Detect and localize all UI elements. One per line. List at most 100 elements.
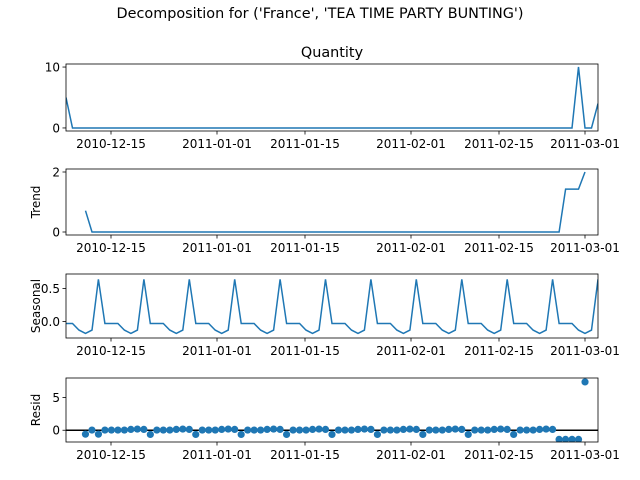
resid-point: [510, 430, 518, 439]
x-tick-label: 2011-01-15: [270, 448, 340, 462]
x-tick-label: 2011-02-01: [376, 448, 446, 462]
resid-point: [107, 426, 116, 434]
resid-point: [302, 426, 310, 434]
resid-point: [425, 426, 433, 434]
resid-point: [354, 425, 362, 433]
x-tick-label: 2011-02-15: [464, 344, 534, 358]
x-tick-label: 2011-03-01: [550, 137, 620, 151]
plot-area: [66, 378, 598, 442]
figure-title: Decomposition for ('France', 'TEA TIME P…: [116, 6, 524, 22]
resid-point: [140, 425, 148, 433]
resid-point: [120, 426, 128, 434]
resid-point: [282, 430, 291, 439]
resid-point: [146, 430, 154, 439]
x-tick-label: 2010-12-15: [76, 344, 146, 358]
panel-1: 2010-12-15 2011-01-01 2011-01-15 2011-02-01…: [45, 45, 620, 151]
x-tick-label: 2011-01-01: [182, 448, 252, 462]
resid-point: [315, 425, 323, 433]
x-tick-label: 2011-02-15: [464, 448, 534, 462]
x-tick-label: 2011-03-01: [550, 241, 620, 255]
resid-point: [237, 430, 245, 439]
resid-point: [289, 426, 297, 434]
resid-point: [419, 430, 427, 439]
panel-2: 2010-12-15 2011-01-01 2011-01-15 2011-02-01…: [29, 166, 620, 256]
resid-point: [477, 426, 485, 434]
x-tick-label: 2011-03-01: [550, 344, 620, 358]
x-tick-label: 2011-01-15: [270, 241, 340, 255]
resid-point: [380, 426, 388, 434]
resid-point: [153, 426, 161, 434]
series-line: [66, 279, 598, 335]
resid-point: [386, 426, 394, 434]
x-tick-label: 2011-02-15: [464, 137, 534, 151]
axes-frame: [65, 168, 599, 236]
panel-4: 2010-12-15 2011-01-01 2011-01-15 2011-02-01…: [29, 377, 620, 462]
resid-point: [101, 426, 109, 434]
x-tick-label: 2010-12-15: [76, 137, 146, 151]
resid-point: [548, 425, 557, 433]
resid-point: [581, 378, 589, 386]
axes-frame: [65, 377, 599, 443]
resid-point: [295, 426, 304, 434]
y-axis-label: Seasonal: [29, 279, 43, 333]
y-tick-label: 0: [52, 226, 60, 240]
resid-point: [205, 426, 213, 434]
resid-point: [166, 426, 174, 434]
resid-point: [133, 425, 141, 433]
resid-point: [347, 426, 356, 434]
x-tick-label: 2011-02-01: [376, 241, 446, 255]
resid-point: [308, 425, 317, 433]
resid-point: [555, 435, 563, 442]
resid-point: [568, 435, 576, 442]
resid-point: [224, 425, 232, 433]
x-tick-label: 2011-01-15: [270, 344, 340, 358]
y-tick-label: 0: [52, 424, 60, 438]
y-tick-label: 0.5: [41, 282, 60, 296]
resid-point: [88, 426, 96, 434]
resid-point: [211, 426, 219, 434]
resid-point: [542, 425, 550, 433]
resid-point: [574, 435, 583, 442]
y-tick-label: 5: [52, 391, 60, 405]
x-tick-label: 2011-02-01: [376, 137, 446, 151]
resid-point: [561, 435, 570, 442]
resid-point: [334, 426, 343, 434]
resid-point: [81, 430, 90, 438]
resid-point: [250, 426, 258, 434]
resid-point: [192, 430, 200, 439]
x-tick-label: 2011-02-15: [464, 241, 534, 255]
resid-point: [536, 425, 544, 433]
resid-point: [185, 425, 193, 433]
y-axis-label: Trend: [29, 186, 43, 220]
resid-point: [328, 430, 336, 439]
resid-point: [231, 425, 239, 433]
resid-point: [179, 425, 187, 433]
resid-point: [321, 425, 330, 433]
x-tick-label: 2011-01-15: [270, 137, 340, 151]
resid-point: [458, 425, 466, 433]
resid-point: [445, 425, 453, 433]
plot-area: [66, 66, 598, 129]
resid-point: [497, 425, 505, 433]
resid-point: [399, 425, 407, 433]
resid-point: [257, 426, 265, 434]
resid-point: [393, 426, 401, 434]
x-tick-label: 2011-01-01: [182, 344, 252, 358]
resid-point: [451, 425, 459, 433]
plot-area: [84, 171, 586, 233]
y-tick-label: 0.0: [41, 315, 60, 329]
resid-point: [367, 425, 375, 433]
resid-point: [503, 425, 511, 433]
resid-point: [373, 430, 382, 439]
plot-area: [66, 279, 598, 335]
series-line: [66, 66, 598, 129]
y-tick-label: 10: [45, 61, 60, 75]
resid-point: [172, 425, 180, 433]
resid-point: [529, 426, 537, 434]
resid-point: [464, 430, 472, 439]
resid-point: [244, 426, 252, 434]
resid-point: [341, 426, 349, 434]
resid-point: [412, 425, 420, 433]
